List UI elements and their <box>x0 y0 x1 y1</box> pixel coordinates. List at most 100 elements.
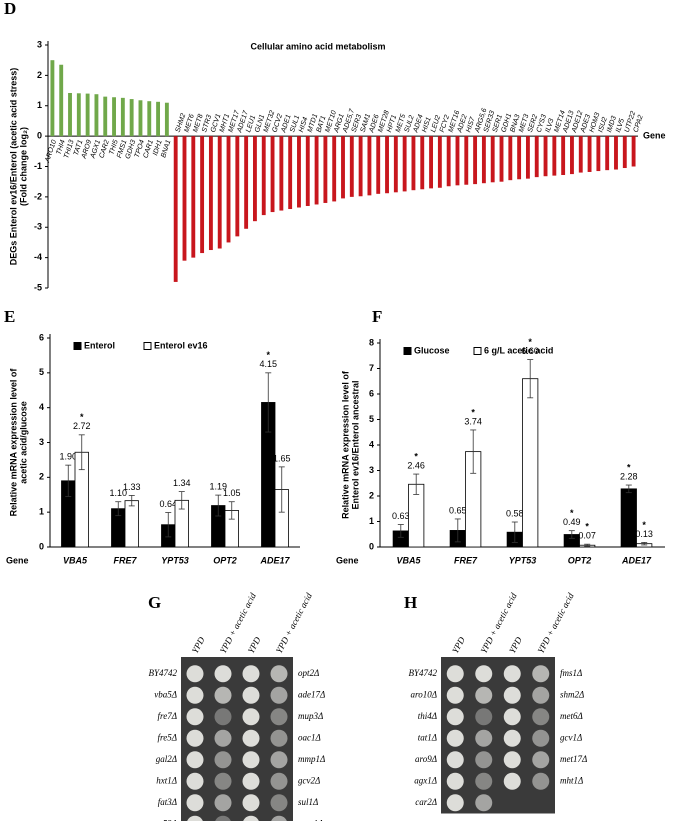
y-tick-label: 0 <box>39 541 44 551</box>
colony-spot <box>271 815 287 821</box>
bar <box>437 136 442 188</box>
strain-label: thi4Δ <box>418 711 437 721</box>
bar <box>385 136 389 194</box>
bar <box>349 136 354 197</box>
value-label: 0.65 <box>449 505 467 515</box>
bar <box>147 101 152 137</box>
significance-star: * <box>627 462 631 472</box>
colony-spot <box>243 815 259 821</box>
x-axis-label: Gene <box>336 555 359 565</box>
x-tick-label: ADE17 <box>259 555 290 565</box>
bar <box>124 500 139 548</box>
y-tick-label: 2 <box>39 472 44 482</box>
bar <box>112 97 116 137</box>
x-tick-label: VBA5 <box>396 555 421 565</box>
strain-label: BY4742 <box>408 668 437 678</box>
colony-spot <box>446 686 464 704</box>
value-label: 1.34 <box>173 478 191 488</box>
colony-spot <box>503 665 521 683</box>
y-axis-label: (Fold change log₂) <box>18 127 28 206</box>
x-axis-label: Gene <box>6 555 29 565</box>
value-label: 0.07 <box>578 531 596 541</box>
gene-label: ILV5 <box>615 118 626 134</box>
colony-spot <box>270 708 288 726</box>
bar <box>226 136 231 243</box>
value-label: 2.28 <box>620 471 638 481</box>
y-tick-label: 3 <box>369 465 374 475</box>
strain-label: opt2Δ <box>298 668 319 678</box>
colony-spot <box>532 729 550 747</box>
y-axis-label: Enterol ev16/Enterol ancestral <box>350 380 360 509</box>
error-bar <box>278 466 285 513</box>
bar <box>367 136 372 196</box>
colony-spot <box>242 751 260 769</box>
value-label: 2.46 <box>407 460 425 470</box>
colony-spot <box>532 751 550 769</box>
gene-label: BAT1 <box>316 115 328 133</box>
colony-spot <box>532 686 550 704</box>
colony-spot <box>270 772 288 790</box>
colony-spot <box>214 772 232 790</box>
y-axis-label: Relative mRNA expression level of <box>8 368 18 517</box>
bar <box>200 136 205 254</box>
colony-spot <box>446 665 464 683</box>
colony-spot <box>503 729 521 747</box>
error-bar <box>178 491 185 510</box>
x-tick-label: VBA5 <box>63 555 88 565</box>
y-tick-label: 3 <box>39 437 44 447</box>
bar <box>596 136 601 172</box>
y-tick-label: 4 <box>369 439 374 449</box>
y-tick-label: 5 <box>369 414 374 424</box>
gene-label: TAT1 <box>73 139 85 157</box>
y-tick-label: -4 <box>34 252 42 262</box>
bar <box>191 136 196 258</box>
strain-label: BY4742 <box>148 668 177 678</box>
error-bar <box>397 524 404 538</box>
legend-swatch <box>143 342 152 350</box>
y-tick-label: 1 <box>369 516 374 526</box>
significance-star: * <box>570 508 574 518</box>
error-bar <box>470 429 477 474</box>
colony-spot <box>446 751 464 769</box>
bar <box>411 136 416 191</box>
colony-spot <box>187 815 203 821</box>
colony-spot <box>214 665 232 683</box>
bar <box>235 136 240 237</box>
value-label: 0.58 <box>506 508 524 518</box>
column-label: YPD <box>507 635 524 655</box>
strain-label: agx1Δ <box>414 775 437 785</box>
bar <box>50 60 55 137</box>
y-tick-label: 6 <box>369 388 374 398</box>
x-tick-label: YPT53 <box>161 555 189 565</box>
error-bar <box>641 542 648 546</box>
significance-star: * <box>585 522 589 532</box>
x-tick-label: YPT53 <box>509 555 537 565</box>
x-tick-label: OPT2 <box>568 555 592 565</box>
column-label: YPD <box>190 635 207 655</box>
bar <box>103 96 108 137</box>
chart-title: Cellular amino acid metabolism <box>250 41 385 51</box>
column-label: YPD <box>246 635 263 655</box>
colony-spot <box>242 665 260 683</box>
y-tick-label: 4 <box>39 402 44 412</box>
gene-label: THI5 <box>108 139 119 156</box>
colony-spot <box>446 772 464 790</box>
y-tick-label: 7 <box>369 363 374 373</box>
colony-spot <box>186 794 204 812</box>
bar <box>341 136 345 199</box>
bar <box>543 136 548 177</box>
colony-spot <box>475 665 493 683</box>
bar <box>85 93 90 137</box>
value-label: 1.05 <box>223 488 241 498</box>
colony-spot <box>532 665 550 683</box>
bar <box>402 136 407 192</box>
value-label: 1.33 <box>123 482 141 492</box>
error-bar <box>115 501 122 517</box>
colony-spot <box>242 686 260 704</box>
error-bar <box>454 518 461 543</box>
panel-letter: D <box>4 0 16 18</box>
strain-label: ypt53Δ <box>151 818 177 821</box>
colony-spot <box>186 686 204 704</box>
bar <box>464 136 469 185</box>
